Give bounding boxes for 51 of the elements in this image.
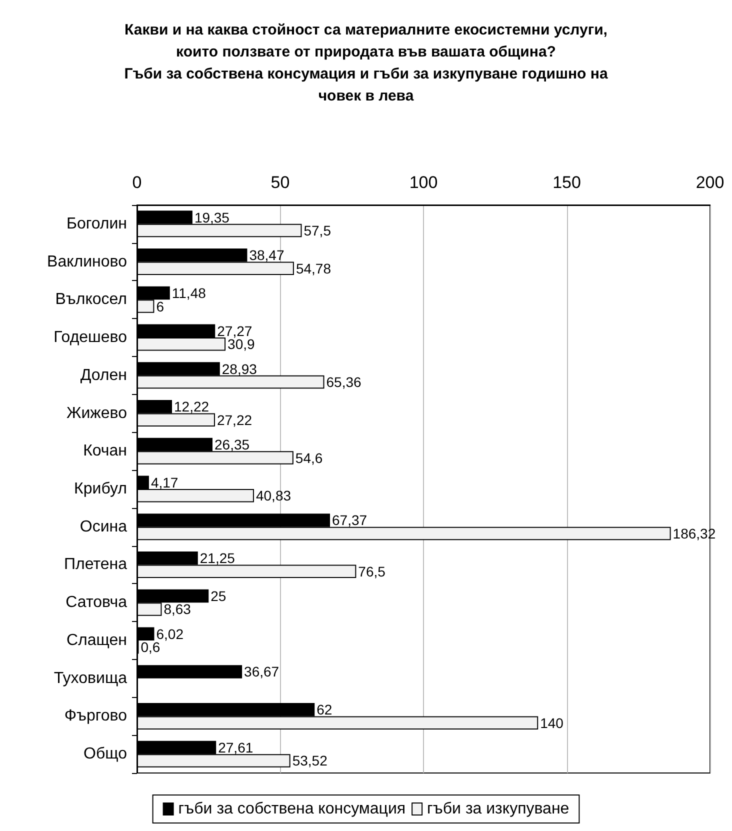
y-tick-label: Вълкосел	[55, 291, 127, 308]
x-tick-label: 100	[409, 173, 438, 192]
data-label: 12,22	[174, 398, 210, 415]
y-tick-label: Крибул	[74, 480, 127, 498]
data-label: 8,63	[164, 601, 192, 618]
x-tick-label: 150	[552, 173, 581, 192]
data-label: 57,5	[304, 222, 332, 239]
data-label: 26,35	[214, 436, 250, 453]
data-label: 140	[540, 714, 564, 731]
data-label: 4,17	[150, 474, 178, 490]
y-tick-label: Общо	[84, 746, 128, 763]
data-label: 67,37	[332, 512, 368, 528]
data-label: 38,47	[249, 247, 284, 264]
data-label: 21,25	[200, 550, 236, 566]
data-label: 54,6	[295, 450, 323, 466]
data-label: 76,5	[358, 563, 386, 580]
x-tick-label: 50	[270, 173, 290, 192]
data-label: 30,9	[228, 336, 255, 352]
data-label: 40,83	[256, 488, 292, 504]
y-tick-label: Плетена	[64, 556, 128, 574]
data-label: 27,61	[218, 739, 254, 756]
data-label: 19,35	[194, 209, 230, 226]
data-label: 27,27	[217, 322, 252, 339]
data-label: 65,36	[326, 374, 362, 390]
y-tick-label: Туховища	[54, 670, 128, 687]
x-tick-label: 200	[696, 173, 724, 192]
data-label: 25	[210, 588, 226, 604]
y-tick-label: Долен	[80, 366, 127, 384]
y-tick-label: Сатовча	[66, 594, 128, 612]
y-tick-label: Годешево	[54, 329, 128, 346]
data-label: 53,52	[292, 752, 328, 769]
data-label: 36,67	[244, 664, 280, 680]
data-label: 0,6	[140, 639, 160, 656]
data-label: 11,48	[172, 285, 206, 302]
x-tick-label: 0	[132, 173, 142, 192]
y-tick-label: Слащен	[66, 632, 127, 649]
data-label: 62	[316, 702, 332, 718]
chart-title: Какви и на каква стойност са материалните екосистемни услуги, които ползвате от природата във вашата община? Гъби за собствена консумация и гъби за изкупуване годишно на човек в лева	[124, 22, 608, 104]
y-tick-label: Кочан	[83, 442, 127, 460]
y-tick-label: Фъргово	[64, 708, 128, 725]
legend-label: гъби за изкупуване	[427, 800, 570, 818]
data-label: 6	[156, 298, 164, 314]
data-label: 54,78	[296, 260, 332, 276]
y-tick-label: Боголин	[66, 215, 127, 232]
data-label: 28,93	[222, 360, 258, 377]
y-tick-label: Жижево	[66, 404, 128, 422]
y-tick-label: Ваклиново	[47, 253, 128, 270]
y-tick-label: Осина	[80, 518, 128, 536]
data-label: 6,02	[156, 626, 184, 642]
legend-label: гъби за собствена консумация	[178, 800, 406, 818]
data-label: 27,22	[216, 412, 252, 428]
